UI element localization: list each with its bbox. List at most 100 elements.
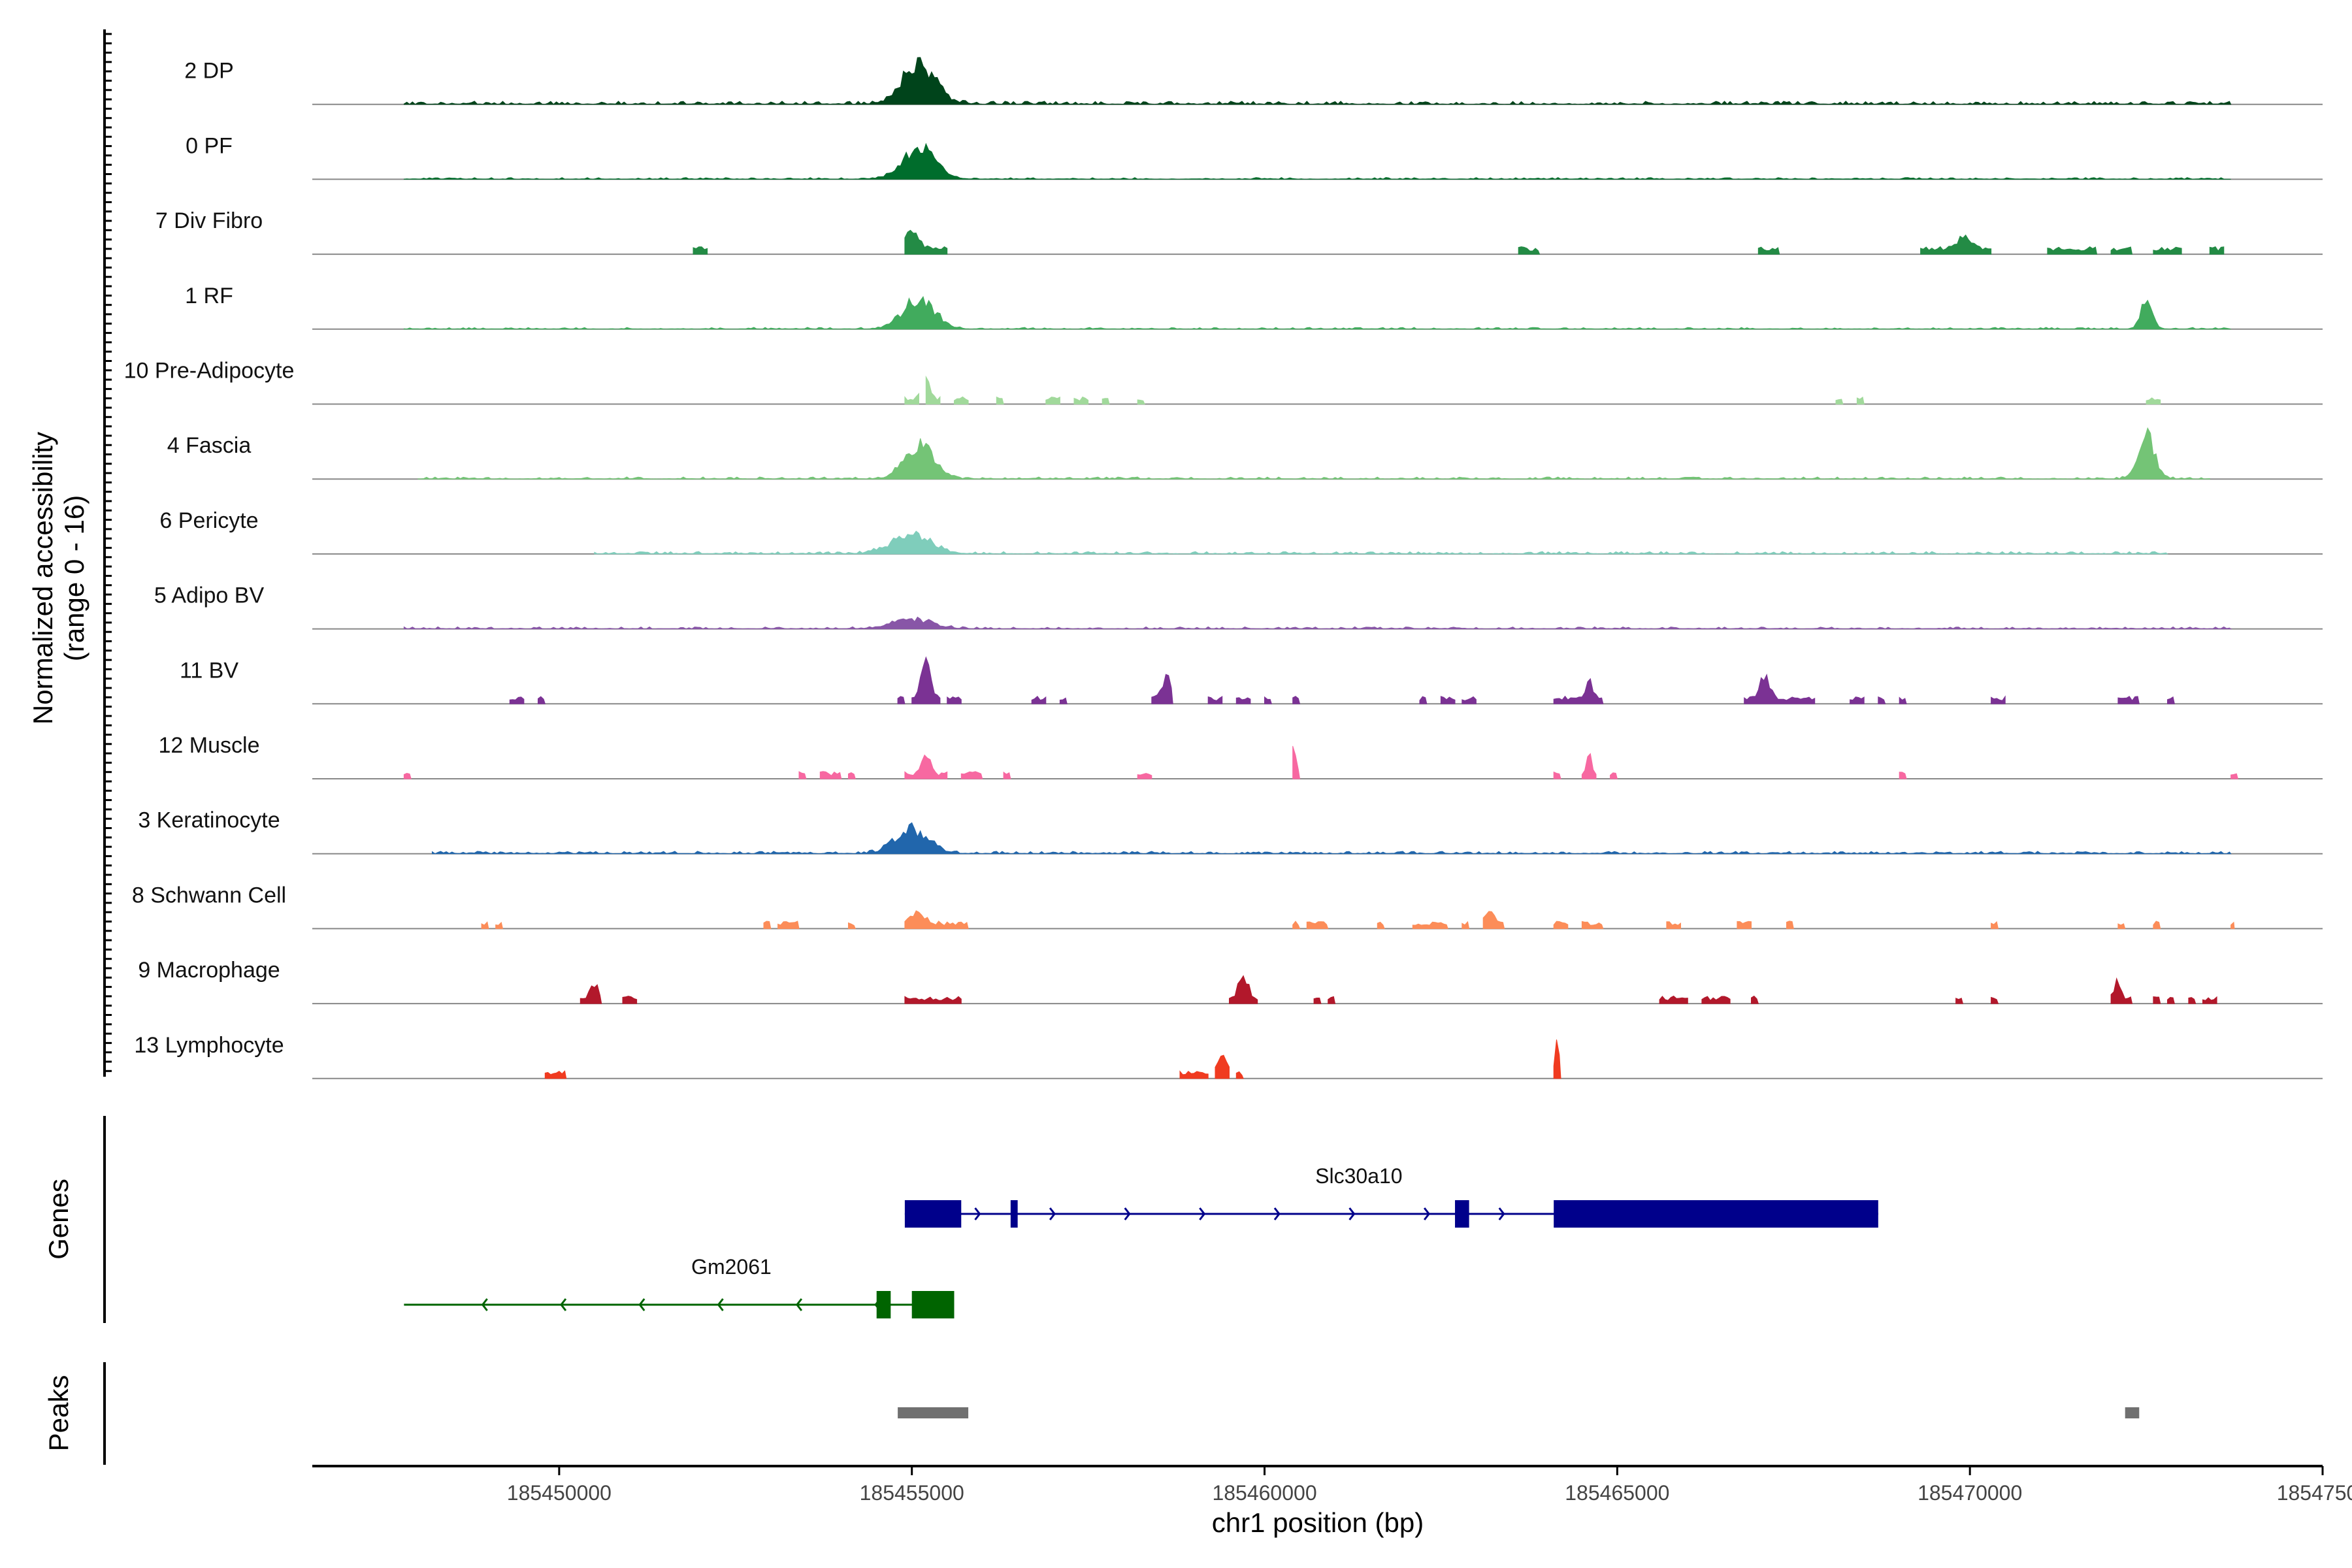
coverage-area bbox=[2110, 977, 2133, 1004]
track-label: 0 PF bbox=[186, 133, 233, 158]
gene-gm2061: Gm2061 bbox=[404, 1255, 955, 1318]
y-axis-title-line1: Normalized accessibility bbox=[27, 432, 58, 725]
x-tick-label: 185460000 bbox=[1212, 1481, 1316, 1505]
x-tick-label: 1854750 bbox=[2277, 1481, 2352, 1505]
coverage-area bbox=[2209, 246, 2225, 255]
track-label: 2 DP bbox=[184, 59, 234, 84]
coverage-area bbox=[2202, 996, 2217, 1004]
gene-exon bbox=[1010, 1200, 1018, 1228]
track-0-pf: 0 PF bbox=[186, 133, 2323, 180]
peak-regions bbox=[898, 1407, 2140, 1418]
coverage-area bbox=[1856, 397, 1865, 404]
coverage-area bbox=[960, 771, 983, 779]
coverage-area bbox=[417, 427, 2210, 480]
coverage-area bbox=[904, 392, 919, 404]
coverage-area bbox=[403, 57, 2232, 105]
x-tick-label: 185465000 bbox=[1565, 1481, 1669, 1505]
track-label: 12 Muscle bbox=[159, 733, 260, 758]
coverage-area bbox=[1878, 696, 1886, 704]
coverage-area bbox=[1666, 921, 1681, 929]
coverage-area bbox=[2230, 921, 2235, 929]
coverage-area bbox=[403, 295, 2231, 330]
coverage-area bbox=[763, 921, 772, 929]
track-6-pericyte: 6 Pericyte bbox=[159, 508, 2323, 555]
track-label: 8 Schwann Cell bbox=[132, 883, 286, 907]
track-4-fascia: 4 Fascia bbox=[167, 427, 2323, 480]
x-tick-label: 185455000 bbox=[860, 1481, 964, 1505]
track-label: 7 Div Fibro bbox=[155, 208, 263, 233]
strand-arrow bbox=[1199, 1207, 1206, 1220]
coverage-area bbox=[594, 531, 2168, 555]
coverage-area bbox=[1215, 1054, 1230, 1079]
coverage-area bbox=[947, 696, 962, 704]
coverage-area bbox=[1151, 674, 1173, 704]
strand-arrow bbox=[1348, 1207, 1356, 1220]
strand-arrow bbox=[1423, 1207, 1431, 1220]
strand-arrow bbox=[638, 1298, 645, 1311]
coverage-area bbox=[904, 754, 948, 779]
track-12-muscle: 12 Muscle bbox=[159, 733, 2323, 779]
coverage-area bbox=[1292, 745, 1301, 779]
coverage-area bbox=[1412, 921, 1448, 929]
gene-exon bbox=[904, 1200, 962, 1228]
track-label: 9 Macrophage bbox=[138, 958, 280, 983]
strand-arrow bbox=[1124, 1207, 1131, 1220]
strand-arrow bbox=[795, 1298, 803, 1311]
track-label: 4 Fascia bbox=[167, 433, 252, 458]
track-3-keratinocyte: 3 Keratinocyte bbox=[138, 808, 2323, 855]
peak-region bbox=[2125, 1407, 2140, 1418]
gene-slc30a10: Slc30a10 bbox=[904, 1164, 1878, 1228]
gene-exon bbox=[1554, 1200, 1878, 1228]
coverage-area bbox=[1701, 996, 1731, 1004]
coverage-area bbox=[2153, 921, 2161, 929]
coverage-area bbox=[544, 1070, 567, 1079]
gene-label: Gm2061 bbox=[691, 1255, 772, 1279]
coverage-area bbox=[580, 984, 602, 1004]
track-label: 13 Lymphocyte bbox=[134, 1033, 284, 1058]
coverage-area bbox=[2188, 997, 2197, 1004]
x-axis-title: chr1 position (bp) bbox=[1212, 1507, 1424, 1538]
x-tick-label: 185450000 bbox=[507, 1481, 612, 1505]
coverage-area bbox=[1920, 234, 1992, 255]
strand-arrow bbox=[717, 1298, 724, 1311]
coverage-area bbox=[2117, 923, 2126, 929]
coverage-area bbox=[1419, 696, 1428, 704]
gene-exon bbox=[876, 1291, 891, 1318]
track-8-schwann-cell: 8 Schwann Cell bbox=[132, 883, 2323, 930]
coverage-area bbox=[1440, 696, 1456, 704]
coverage-area bbox=[481, 921, 489, 929]
strand-arrow bbox=[1273, 1207, 1281, 1220]
coverage-area bbox=[897, 696, 906, 704]
coverage-area bbox=[1850, 696, 1865, 704]
coverage-area bbox=[1581, 753, 1597, 779]
coverage-area bbox=[1462, 696, 1477, 704]
coverage-area bbox=[848, 772, 856, 779]
track-2-dp: 2 DP bbox=[184, 57, 2323, 105]
coverage-area bbox=[904, 996, 962, 1004]
coverage-area bbox=[1610, 772, 1618, 779]
coverage-area bbox=[996, 396, 1004, 404]
coverage-area bbox=[1462, 921, 1470, 929]
coverage-area bbox=[2117, 696, 2140, 704]
track-11-bv: 11 BV bbox=[180, 656, 2323, 705]
x-tick-label: 185470000 bbox=[1918, 1481, 2022, 1505]
coverage-area bbox=[954, 396, 969, 404]
coverage-area bbox=[1991, 695, 2006, 704]
coverage-area bbox=[1581, 921, 1604, 929]
coverage-area bbox=[1899, 772, 1907, 779]
coverage-area bbox=[432, 822, 2232, 855]
coverage-area bbox=[2153, 246, 2182, 255]
coverage-area bbox=[798, 771, 807, 779]
track-label: 5 Adipo BV bbox=[154, 583, 265, 608]
coverage-y-ticks bbox=[105, 33, 112, 1072]
coverage-area bbox=[777, 921, 800, 929]
coverage-area bbox=[1744, 673, 1816, 704]
gene-label: Slc30a10 bbox=[1315, 1164, 1402, 1188]
coverage-area bbox=[1292, 921, 1301, 929]
coverage-area bbox=[1991, 996, 1999, 1004]
coverage-area bbox=[1045, 397, 1060, 404]
peaks-panel-label: Peaks bbox=[43, 1375, 74, 1452]
coverage-area bbox=[1991, 921, 1999, 929]
track-label: 11 BV bbox=[180, 658, 238, 683]
track-9-macrophage: 9 Macrophage bbox=[138, 958, 2323, 1005]
